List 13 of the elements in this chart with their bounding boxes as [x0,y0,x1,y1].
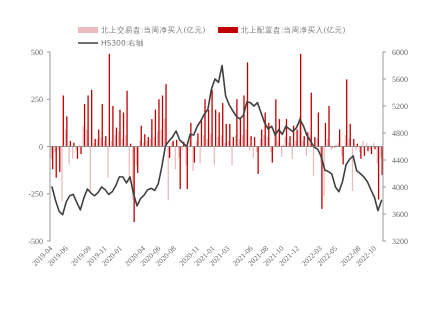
y-tick-label: -500 [28,236,43,246]
y2-tick-label: 3600 [392,210,408,219]
y-tick-label: 500 [31,48,43,57]
y2-tick-label: 3200 [392,236,408,246]
y-tick-label: 0 [39,142,43,152]
y2-tick-label: 4000 [392,182,408,192]
y-tick-label: -250 [28,190,43,199]
y-tick-label: 250 [31,95,43,104]
y2-tick-label: 4800 [392,128,408,138]
y2-tick-label: 5200 [392,102,408,111]
y2-tick-label: 6000 [392,48,408,57]
y2-tick-label: 5600 [392,74,408,84]
y2-tick-label: 4400 [392,156,408,165]
